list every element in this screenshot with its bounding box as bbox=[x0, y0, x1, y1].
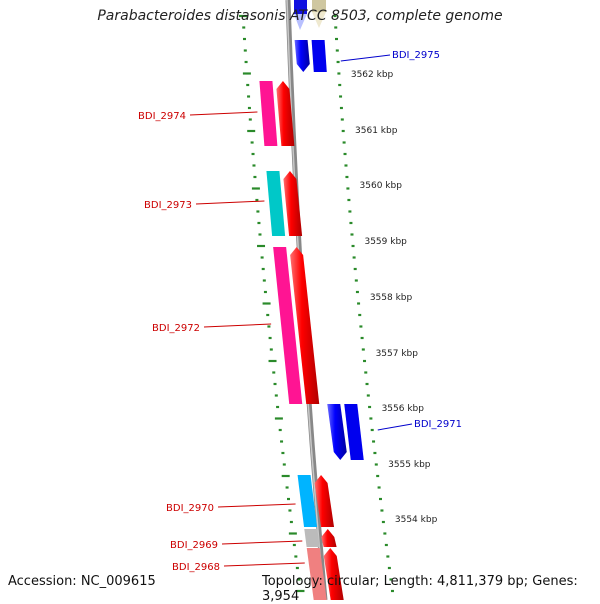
gene-cds-arrow bbox=[276, 81, 295, 146]
gene-label: BDI_2969 bbox=[170, 540, 218, 551]
scale-labels: 3562 kbp 3561 kbp 3560 kbp 3559 kbp 3558 kbp… bbox=[351, 70, 438, 525]
gene-leader-line bbox=[221, 540, 303, 545]
accession-text: Accession: NC_009615 bbox=[8, 574, 156, 589]
gene-leader-line bbox=[377, 423, 413, 431]
gene-label: BDI_2973 bbox=[144, 200, 192, 211]
scale-label: 3556 kbp bbox=[382, 404, 425, 414]
scale-label: 3562 kbp bbox=[351, 70, 394, 80]
gene-cds-arrow bbox=[294, 14, 307, 30]
scale-label: 3560 kbp bbox=[360, 181, 403, 191]
gene-leader-line bbox=[223, 562, 305, 567]
scale-label: 3561 kbp bbox=[355, 126, 398, 136]
gene-cog-bar bbox=[273, 247, 303, 404]
gene-cog-bar bbox=[304, 529, 320, 547]
gene-cds-arrow bbox=[314, 475, 335, 527]
gene-label: BDI_2975 bbox=[392, 50, 440, 61]
gene-cog-bar bbox=[311, 40, 327, 72]
gene-cds-arrow bbox=[327, 404, 347, 460]
gene-cog-bar bbox=[344, 404, 364, 460]
gene-leader-line bbox=[217, 503, 296, 508]
gene-cog-bar bbox=[306, 548, 327, 600]
gene-cds-arrow bbox=[323, 548, 344, 600]
gene-label: BDI_2972 bbox=[152, 323, 200, 334]
scale-label: 3558 kbp bbox=[370, 293, 413, 303]
gene-leader-line bbox=[189, 111, 258, 116]
gene-cog-bar bbox=[266, 171, 286, 236]
gene-label: BDI_2968 bbox=[172, 562, 220, 573]
gene-leader-line bbox=[340, 54, 391, 62]
gene-cog-bar bbox=[297, 475, 318, 527]
gene-cds-arrow bbox=[294, 0, 307, 14]
gene-cds-arrow bbox=[290, 247, 320, 404]
gene-cog-bar bbox=[312, 12, 326, 28]
gene-cog-bar bbox=[259, 81, 278, 146]
ticks-left bbox=[239, 14, 305, 593]
gene-leader-line bbox=[203, 323, 272, 328]
scale-label: 3557 kbp bbox=[376, 349, 419, 359]
scale-label: 3554 kbp bbox=[395, 515, 438, 525]
ticks-right bbox=[333, 14, 394, 593]
gene-cds-arrow bbox=[321, 529, 337, 547]
gene-cds-arrow bbox=[294, 40, 310, 72]
gene-label: BDI_2974 bbox=[138, 111, 186, 122]
gene-label: BDI_2970 bbox=[166, 503, 214, 514]
map-title: Parabacteroides distasonis ATCC 8503, co… bbox=[97, 8, 503, 24]
gene-features bbox=[259, 0, 364, 600]
scale-label: 3555 kbp bbox=[388, 460, 431, 470]
gene-label: BDI_2971 bbox=[414, 419, 462, 430]
gene-cds-arrow bbox=[283, 171, 303, 236]
gene-labels: BDI_2975 BDI_2974 BDI_2973 BDI_2972 BDI_2971… bbox=[138, 50, 462, 573]
gene-leader-line bbox=[195, 200, 265, 205]
gene-cog-bar bbox=[312, 0, 326, 12]
scale-label: 3559 kbp bbox=[364, 237, 407, 247]
